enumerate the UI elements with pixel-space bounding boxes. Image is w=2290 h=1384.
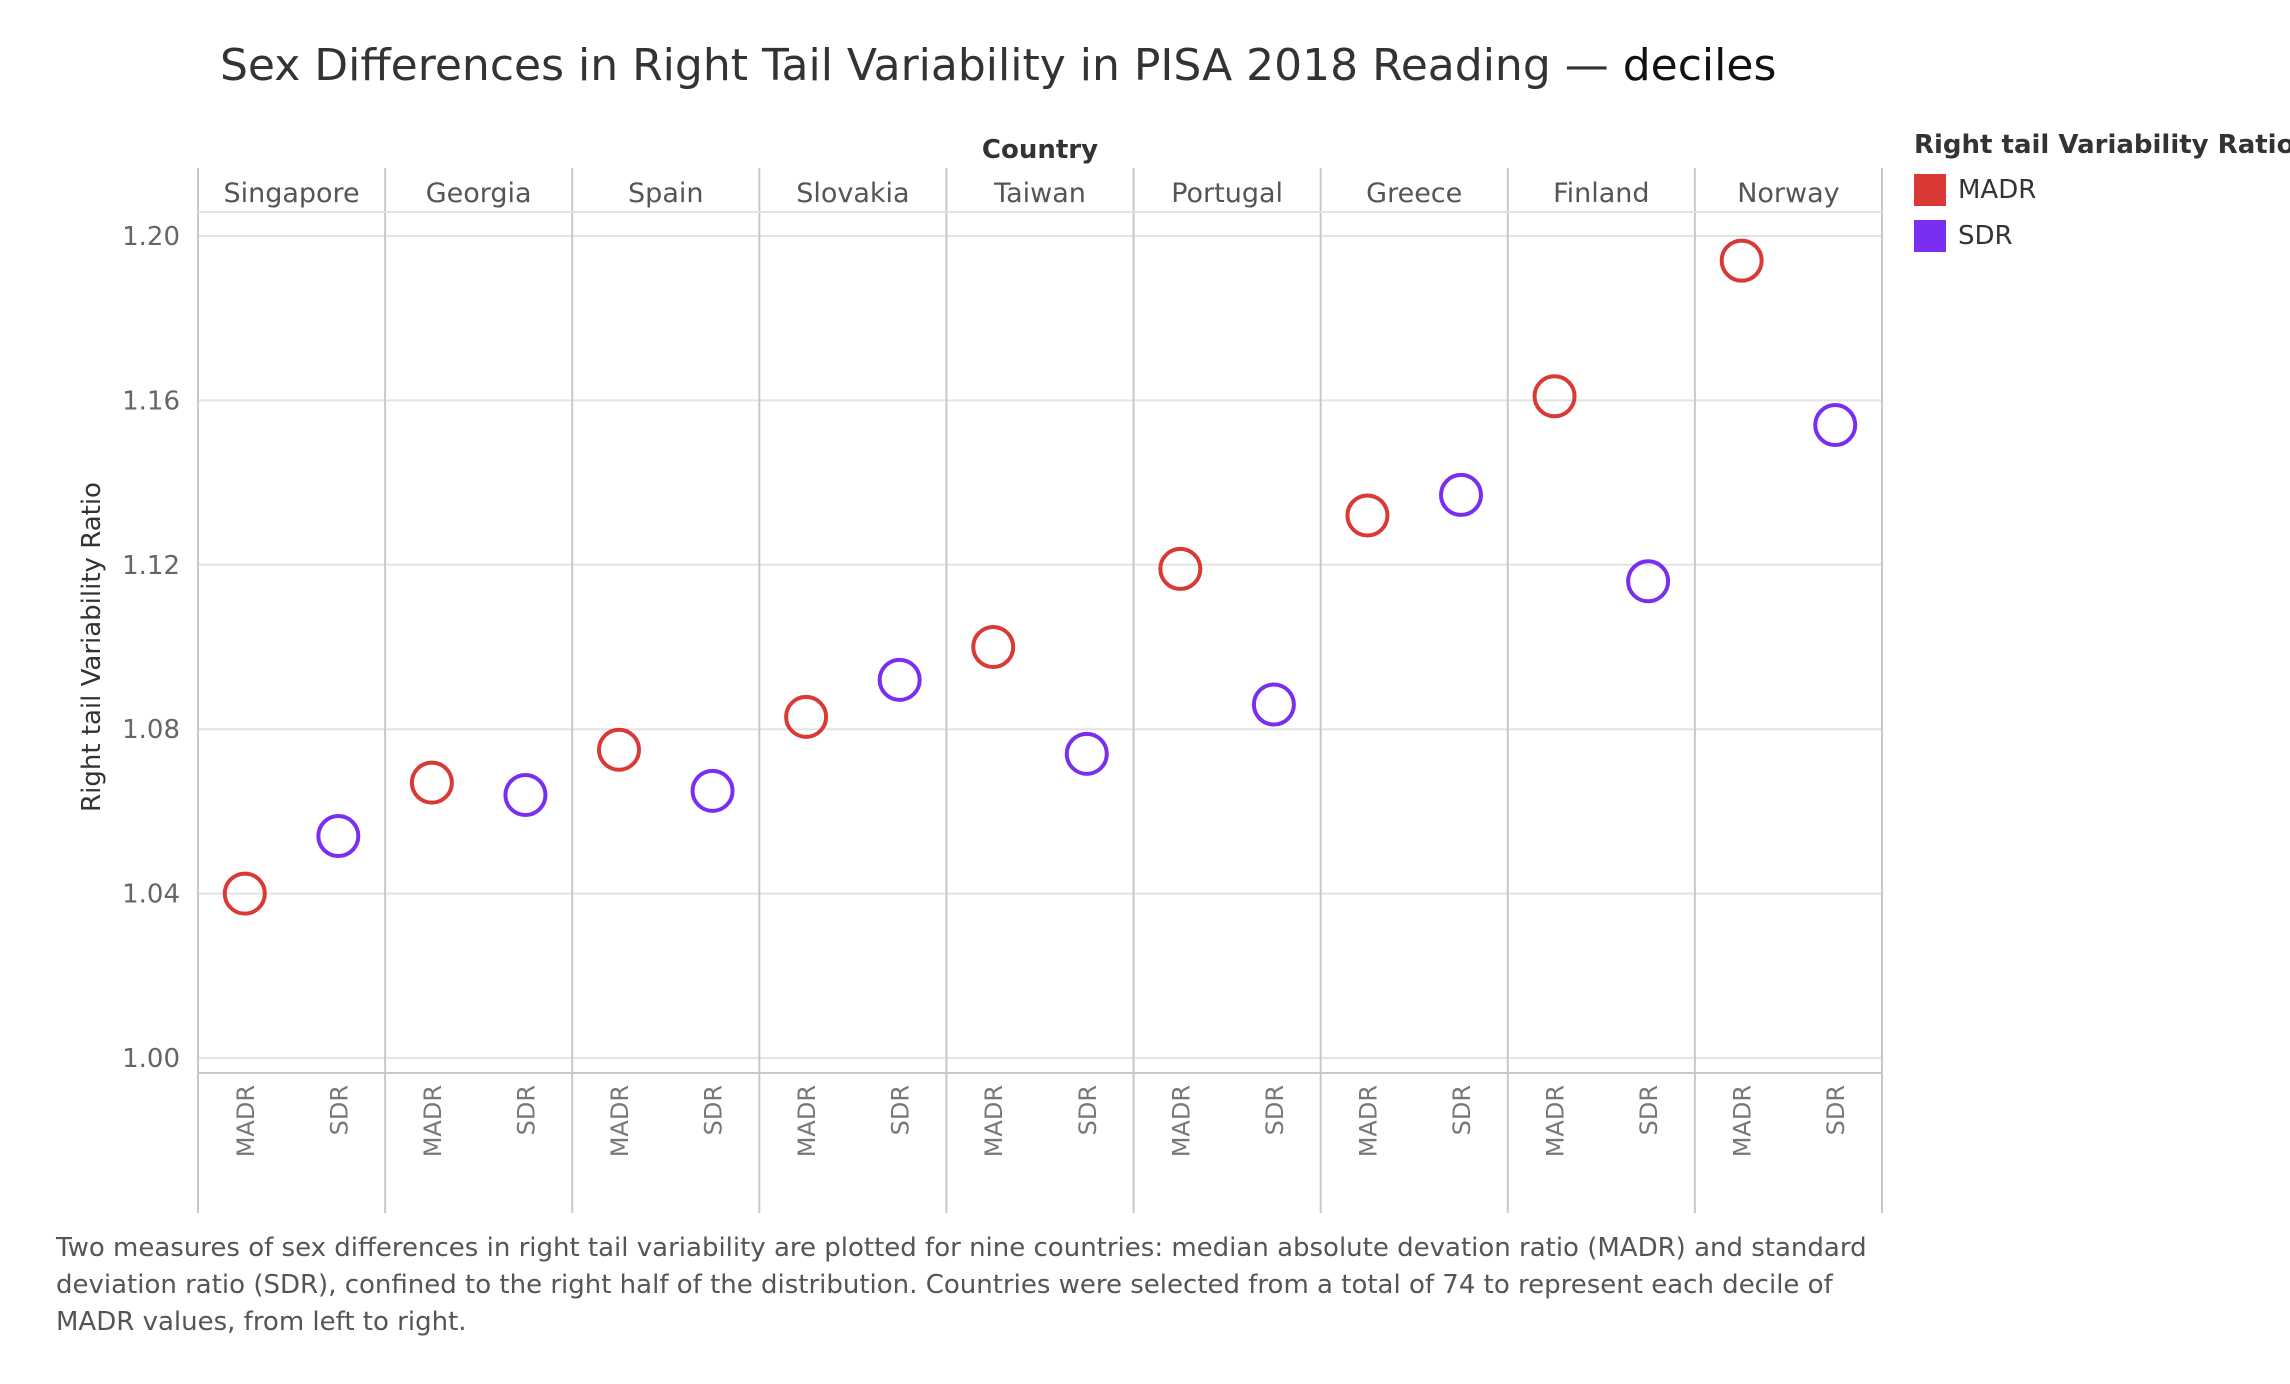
measure-label: SDR	[887, 1085, 915, 1135]
country-label: Georgia	[426, 178, 532, 209]
data-point-madr	[1532, 374, 1577, 419]
data-point-madr	[597, 727, 641, 772]
legend-item-madr[interactable]: MADR	[1914, 174, 2290, 206]
y-axis-title: Right tail Variability Ratio	[77, 482, 107, 812]
data-point-madr	[1158, 546, 1203, 591]
data-point-madr	[971, 625, 1016, 669]
measure-label: SDR	[1448, 1085, 1476, 1135]
measure-label: MADR	[232, 1085, 260, 1157]
data-point-madr	[409, 760, 454, 805]
measure-label: SDR	[1635, 1085, 1663, 1135]
country-label: Taiwan	[993, 178, 1086, 209]
data-point-sdr	[690, 768, 735, 813]
country-label: Greece	[1366, 178, 1462, 209]
data-point-sdr	[1439, 472, 1483, 517]
legend-label-sdr: SDR	[1958, 221, 2013, 251]
country-label: Norway	[1737, 178, 1839, 209]
measure-label: SDR	[325, 1085, 353, 1135]
country-label: Portugal	[1171, 178, 1283, 209]
data-point-sdr	[503, 772, 548, 817]
measure-label: MADR	[606, 1085, 634, 1157]
y-tick-label: 1.00	[122, 1044, 180, 1074]
measure-label: SDR	[1074, 1085, 1102, 1135]
measure-label: MADR	[419, 1085, 447, 1157]
data-point-sdr	[316, 814, 361, 859]
legend-swatch-madr	[1914, 174, 1946, 206]
data-point-sdr	[877, 657, 922, 702]
data-point-sdr	[1813, 403, 1858, 448]
legend-title: Right tail Variability Ratios	[1914, 130, 2290, 160]
chart-title-main: Sex Differences in Right Tail Variabilit…	[220, 40, 1609, 91]
legend-item-sdr[interactable]: SDR	[1914, 220, 2290, 252]
country-label: Singapore	[223, 178, 359, 209]
data-point-madr	[784, 694, 829, 739]
country-label: Finland	[1553, 178, 1649, 209]
measure-label: MADR	[793, 1085, 821, 1157]
data-point-madr	[1719, 238, 1764, 283]
measure-label: SDR	[512, 1085, 540, 1135]
y-tick-label: 1.16	[122, 386, 180, 416]
data-point-madr	[1345, 493, 1390, 538]
measure-label: MADR	[1729, 1085, 1757, 1157]
country-label: Spain	[628, 178, 703, 209]
measure-label: SDR	[700, 1085, 728, 1135]
measure-label: MADR	[1354, 1085, 1382, 1157]
chart-title-emphasis: deciles	[1622, 40, 1777, 91]
chart-svg: 1.00 1.04 1.08 1.12 1.16 1.20 Country Singapore…	[77, 135, 1883, 1213]
y-tick-label: 1.04	[122, 880, 180, 910]
measure-label: SDR	[1261, 1085, 1289, 1135]
data-point-sdr	[1251, 682, 1296, 727]
data-point-madr	[222, 871, 267, 916]
chart-caption: Two measures of sex differences in right…	[56, 1233, 1867, 1337]
y-tick-label: 1.12	[122, 551, 180, 581]
measure-label: SDR	[1822, 1085, 1850, 1135]
measure-label: MADR	[980, 1085, 1008, 1157]
legend-label-madr: MADR	[1958, 175, 2037, 205]
y-tick-label: 1.08	[122, 715, 180, 745]
legend: Right tail Variability Ratios MADR SDR	[1914, 130, 2290, 252]
data-point-sdr	[1064, 731, 1109, 776]
measure-label: MADR	[1542, 1085, 1570, 1157]
data-point-sdr	[1626, 559, 1671, 604]
country-label: Slovakia	[796, 178, 909, 209]
legend-swatch-sdr	[1914, 220, 1946, 252]
y-tick-label: 1.20	[122, 222, 180, 252]
chart-title: Sex Differences in Right Tail Variabilit…	[220, 40, 1776, 91]
measure-label: MADR	[1167, 1085, 1195, 1157]
column-header-label: Country	[982, 135, 1098, 165]
